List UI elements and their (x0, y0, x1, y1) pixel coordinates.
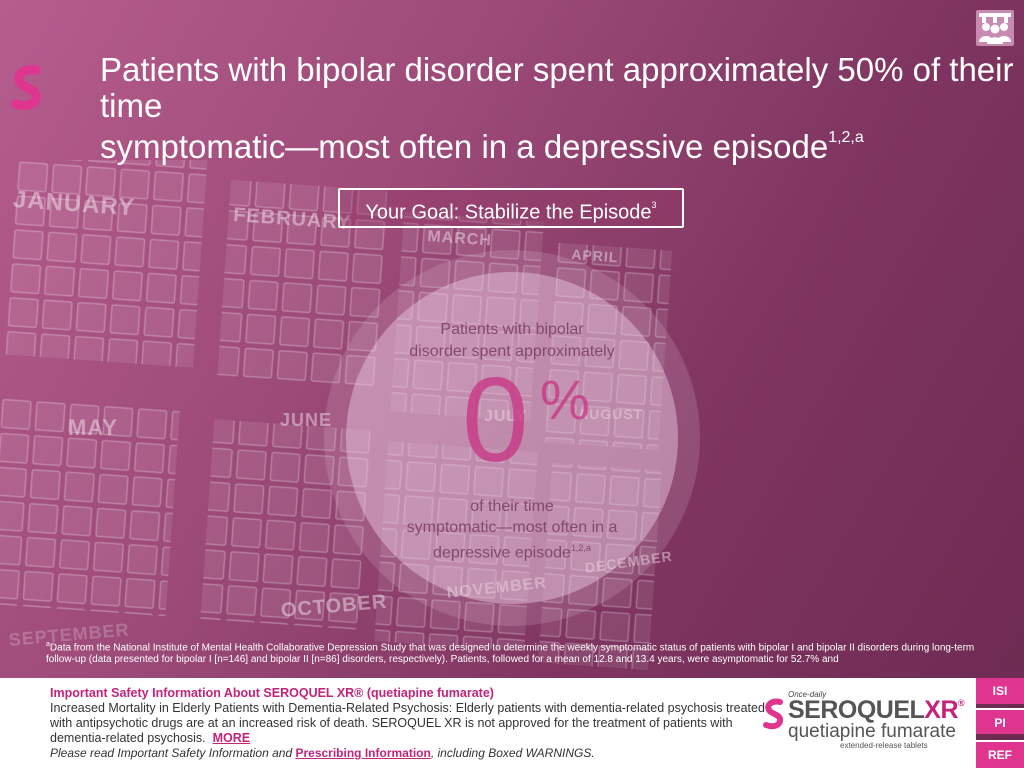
calendar-background: JANUARY FEBRUARY MARCH APRIL MAY JUNE JU… (0, 160, 1024, 680)
please-read-text: Please read Important Safety Information… (50, 746, 293, 760)
stat-value: 0 (462, 353, 529, 487)
stat-outro-line1: of their time (470, 498, 554, 515)
headline-reference[interactable]: 1,2,a (828, 129, 864, 146)
ref-button[interactable]: REF (976, 740, 1024, 768)
stat-outro-text: of their time symptomatic—most often in … (380, 496, 644, 563)
safety-info-body-text: Increased Mortality in Elderly Patients … (50, 701, 765, 745)
brand-xr: XR (924, 696, 959, 724)
footnote: aData from the National Institute of Men… (46, 639, 976, 666)
stat-circle-inner[interactable] (346, 272, 678, 604)
stat-intro-line1: Patients with bipolar (440, 321, 584, 338)
safety-info-note: Please read Important Safety Information… (50, 746, 768, 761)
brand-generic-name: quetiapine fumarate (788, 721, 956, 742)
brand-once-daily: Once-daily (788, 690, 827, 699)
month-label: JUNE (280, 410, 333, 430)
pi-button[interactable]: PI (976, 708, 1024, 734)
page-title: Patients with bipolar disorder spent app… (100, 52, 1020, 165)
seroquel-s-icon[interactable] (8, 64, 48, 112)
goal-reference: 3 (651, 200, 657, 210)
stat-percent-sign: % (540, 368, 590, 431)
stat-intro-line2: disorder spent approximately (409, 343, 615, 360)
stat-outro-line2: symptomatic—most often in a (406, 519, 618, 536)
brand-logo: Once-daily SEROQUELXR® quetiapine fumara… (762, 690, 965, 760)
people-group-icon[interactable] (976, 10, 1014, 46)
month-label: AUGUST (578, 406, 644, 422)
prescribing-info-link[interactable]: Prescribing Information (295, 746, 431, 760)
safety-info-panel: Important Safety Information About SEROQ… (0, 678, 976, 768)
month-label: JULY (484, 408, 528, 425)
month-label: MAY (68, 415, 118, 440)
stat-reference: 1,2,a (570, 543, 591, 553)
isi-button[interactable]: ISI (976, 678, 1024, 704)
headline-line1: Patients with bipolar disorder spent app… (100, 51, 1014, 124)
brand-formulation: extended-release tablets (840, 741, 928, 750)
boxed-warnings-text: , including Boxed WARNINGS. (430, 746, 595, 760)
stat-circle-outer (324, 250, 700, 626)
goal-button[interactable]: Your Goal: Stabilize the Episode3 (338, 188, 684, 228)
stat-outro-line3: depressive episode (433, 544, 571, 562)
goal-label: Your Goal: Stabilize the Episode (365, 201, 652, 224)
brand-name-text: SEROQUEL (788, 696, 925, 724)
headline-line2: symptomatic—most often in a depressive e… (100, 128, 829, 165)
safety-info-title: Important Safety Information About SEROQ… (50, 686, 494, 700)
calendar-grid-graphic (0, 160, 673, 671)
footnote-marker: a (46, 641, 50, 648)
brand-name: SEROQUELXR® (788, 696, 965, 725)
brand-s-icon (763, 698, 784, 730)
more-link[interactable]: MORE (212, 731, 251, 745)
safety-info-scroll[interactable]: Important Safety Information About SEROQ… (50, 686, 768, 766)
safety-info-body: Increased Mortality in Elderly Patients … (50, 701, 768, 746)
brand-registered: ® (958, 698, 965, 708)
footnote-text: Data from the National Institute of Ment… (46, 642, 975, 666)
stat-intro-text: Patients with bipolar disorder spent app… (380, 319, 644, 363)
